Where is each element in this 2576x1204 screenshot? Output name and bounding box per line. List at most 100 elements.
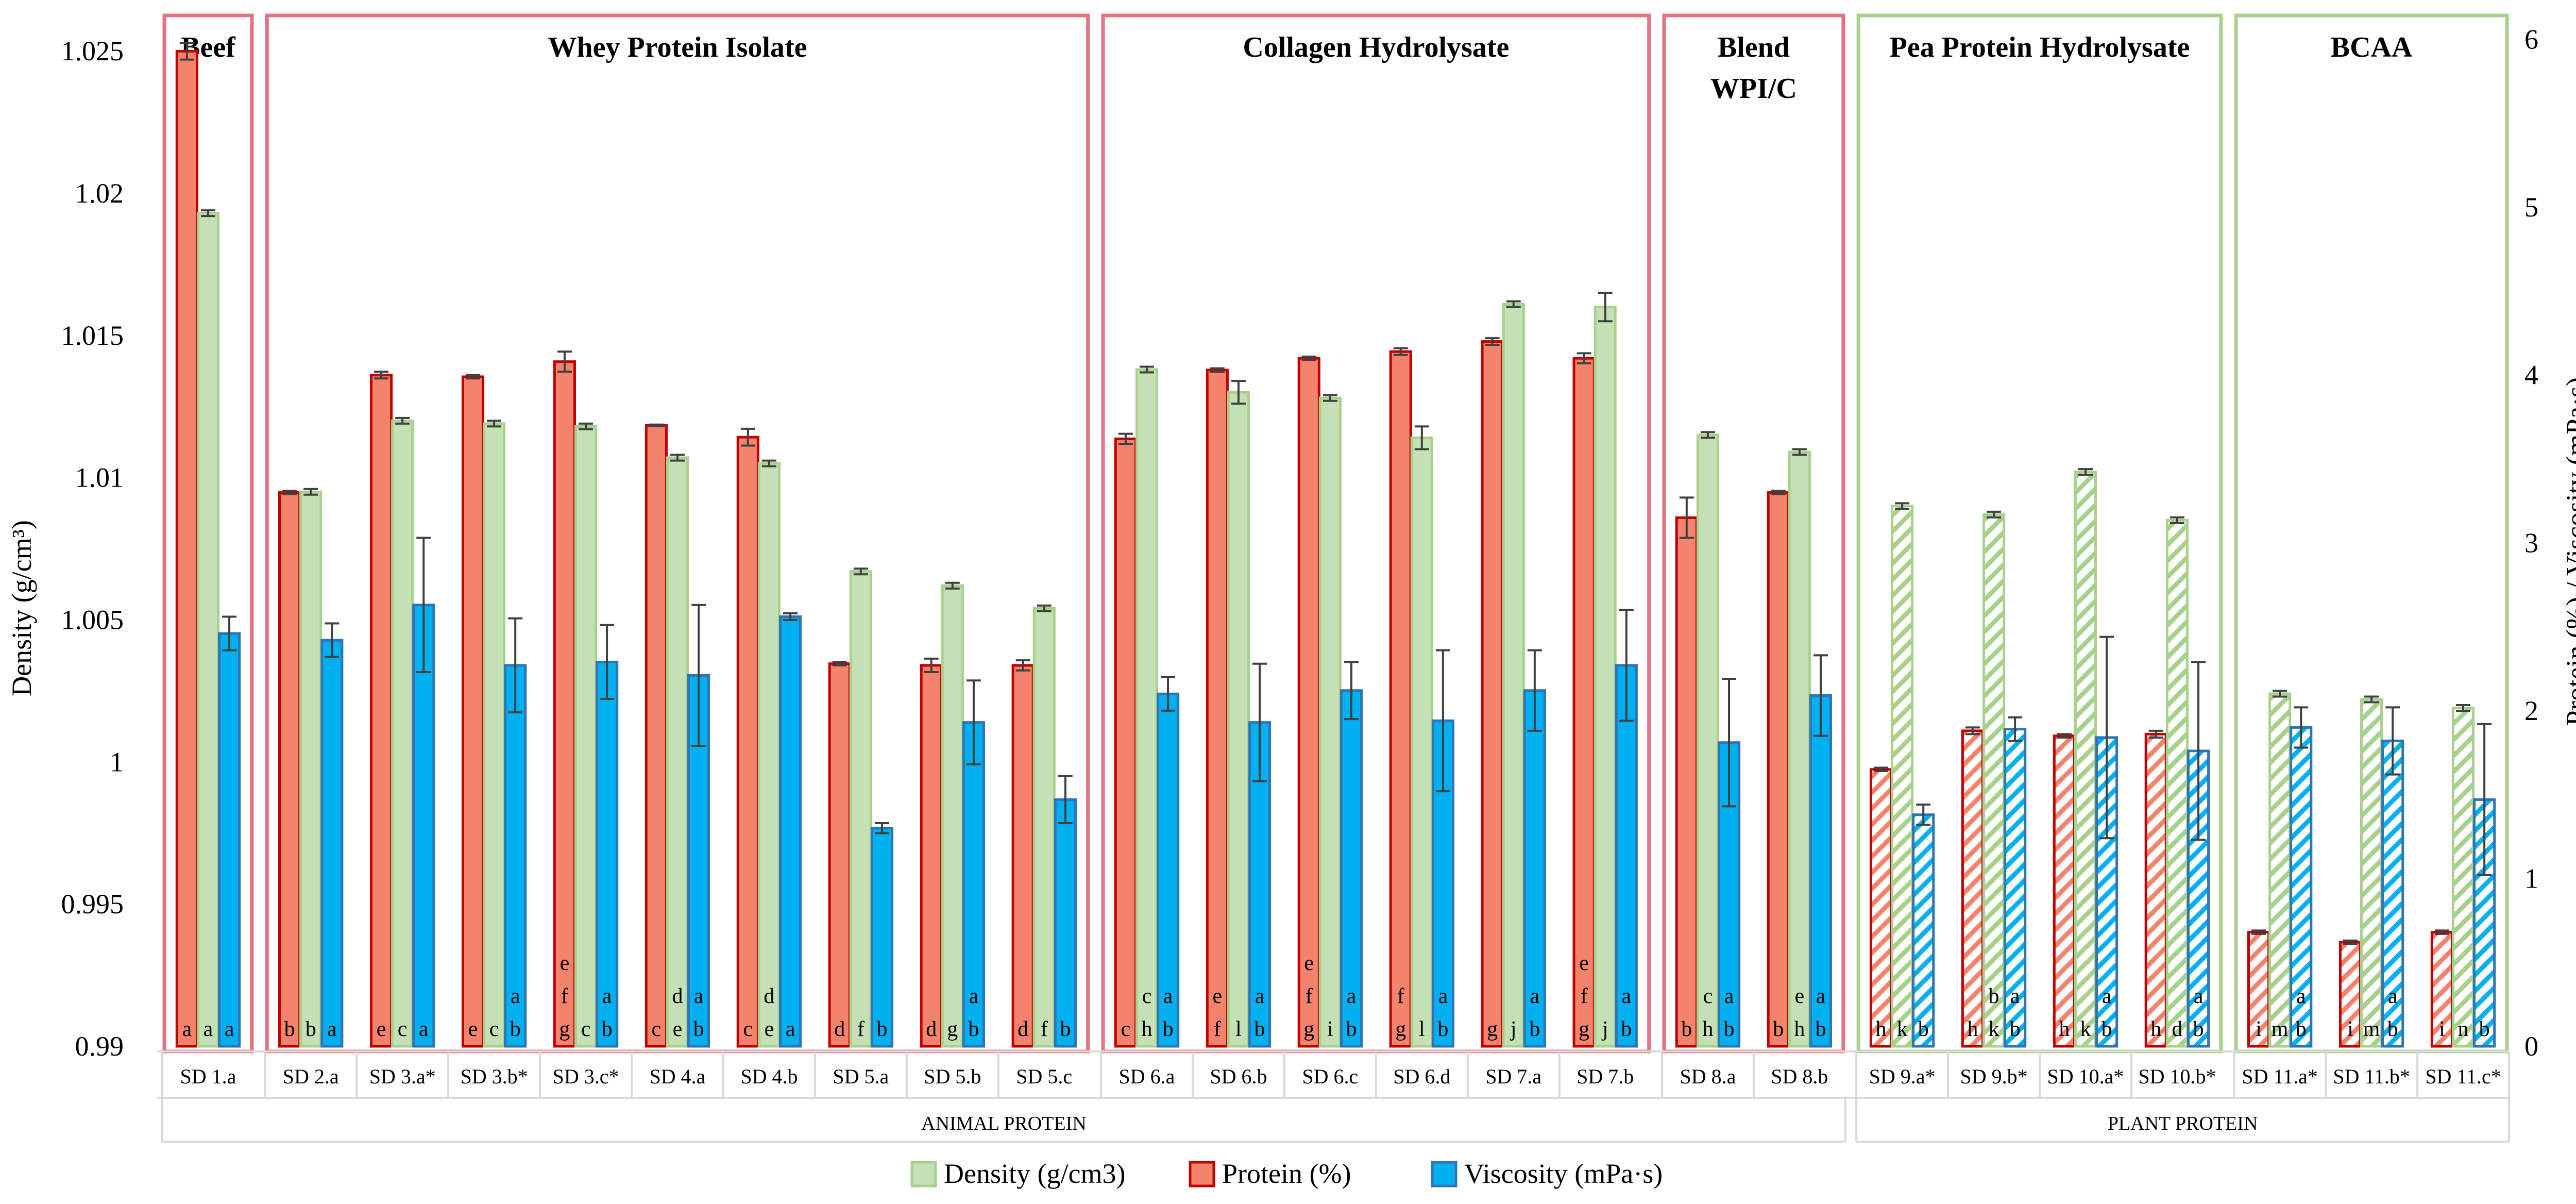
- right-tick-label: 3: [2524, 527, 2538, 558]
- protein-significance-letter: c: [1121, 1017, 1131, 1041]
- x-tick-label: SD 7.a: [1485, 1065, 1541, 1088]
- viscosity-bar: [1912, 813, 1935, 1048]
- density-significance-letter: c: [489, 1017, 499, 1041]
- protein-significance-letter: f: [1397, 984, 1404, 1008]
- left-axis: 0.99 0.995 1 1.005 1.01 1.015 1.02 1.025: [61, 36, 124, 1062]
- protein-bar: [1869, 768, 1893, 1048]
- viscosity-significance-letter: b: [1437, 1017, 1448, 1041]
- viscosity-bar: [2004, 728, 2027, 1048]
- protein-bar: [1011, 664, 1035, 1048]
- protein-significance-letter: g: [559, 1017, 570, 1041]
- group-title: Pea Protein Hydrolysate: [1890, 31, 2190, 63]
- protein-bar: [1206, 369, 1229, 1048]
- protein-significance-letter: h: [2150, 1017, 2161, 1041]
- density-bar: [1788, 450, 1811, 1048]
- density-significance-letter: h: [1702, 1017, 1713, 1041]
- legend-swatch-protein: [1189, 1161, 1215, 1188]
- right-axis-title: Protein (%) / Viscosity (mPa·s): [2561, 377, 2576, 726]
- protein-significance-letter: f: [1581, 984, 1588, 1008]
- density-significance-letter: a: [204, 1017, 213, 1041]
- protein-significance-letter: c: [743, 1017, 753, 1041]
- x-tick-label: SD 9.b*: [1960, 1065, 2027, 1088]
- viscosity-significance-letter: a: [1438, 984, 1448, 1008]
- viscosity-significance-letter: b: [1163, 1017, 1174, 1041]
- density-significance-letter: d: [672, 984, 683, 1008]
- protein-significance-letter: d: [1018, 1017, 1028, 1041]
- density-significance-letter: d: [764, 984, 774, 1008]
- density-significance-letter: e: [765, 1017, 774, 1041]
- protein-bar: [645, 424, 668, 1048]
- density-bar: [196, 212, 220, 1048]
- x-tick-label: SD 5.b: [924, 1065, 981, 1088]
- viscosity-significance-letter: b: [1918, 1017, 1929, 1041]
- density-significance-letter: m: [2363, 1017, 2380, 1041]
- x-tick-label: SD 6.d: [1393, 1065, 1450, 1088]
- viscosity-significance-letter: a: [1530, 984, 1540, 1008]
- protein-significance-letter: g: [1579, 1017, 1589, 1041]
- footer-category-label: ANIMAL PROTEIN: [921, 1113, 1087, 1134]
- viscosity-significance-letter: b: [2193, 1017, 2204, 1041]
- right-tick-label: 2: [2524, 695, 2538, 726]
- density-significance-letter: j: [1601, 1017, 1608, 1041]
- protein-bar: [1114, 437, 1137, 1048]
- protein-significance-letter: g: [1303, 1017, 1314, 1041]
- x-tick-label: SD 10.a*: [2047, 1065, 2124, 1088]
- density-significance-letter: d: [2172, 1017, 2182, 1041]
- viscosity-bar: [870, 827, 894, 1048]
- protein-bar: [2053, 734, 2076, 1048]
- density-significance-letter: f: [1041, 1017, 1048, 1041]
- protein-bar: [1961, 729, 1984, 1048]
- left-tick-label: 1.01: [75, 462, 124, 493]
- protein-bar: [2144, 732, 2167, 1048]
- viscosity-significance-letter: b: [1724, 1017, 1735, 1041]
- x-tick-label: SD 7.b: [1577, 1065, 1634, 1088]
- viscosity-significance-letter: b: [2479, 1017, 2490, 1041]
- protein-bar: [736, 436, 759, 1048]
- viscosity-significance-letter: a: [694, 984, 704, 1008]
- density-significance-letter: n: [2458, 1017, 2469, 1041]
- protein-significance-letter: g: [1487, 1017, 1498, 1041]
- protein-bar: [1297, 357, 1320, 1048]
- viscosity-bar: [1523, 689, 1546, 1048]
- x-tick-label: SD 1.a: [180, 1065, 236, 1088]
- legend-label-protein: Protein (%): [1222, 1158, 1351, 1189]
- viscosity-significance-letter: a: [225, 1017, 234, 1041]
- viscosity-significance-letter: b: [2010, 1017, 2021, 1041]
- x-tick-label: SD 6.a: [1119, 1065, 1175, 1088]
- viscosity-significance-letter: b: [876, 1017, 887, 1041]
- group-title: Blend: [1718, 31, 1790, 63]
- density-bar: [849, 570, 872, 1048]
- protein-significance-letter: f: [1214, 1017, 1221, 1041]
- protein-bar: [553, 360, 576, 1048]
- x-tick-label: SD 11.a*: [2242, 1065, 2317, 1088]
- protein-significance-letter: g: [1395, 1017, 1406, 1041]
- group-boxes: Beef Whey Protein Isolate Collagen Hydroly…: [162, 13, 2509, 1054]
- density-significance-letter: k: [1897, 1017, 1908, 1041]
- density-bar: [574, 425, 598, 1048]
- group-title: BCAA: [2331, 31, 2413, 63]
- density-bar: [2360, 698, 2383, 1048]
- x-tick-label: SD 3.a*: [369, 1065, 436, 1088]
- legend-swatch-viscosity: [1431, 1161, 1458, 1188]
- protein-significance-letter: h: [1875, 1017, 1886, 1041]
- viscosity-significance-letter: b: [510, 1017, 521, 1041]
- right-tick-label: 4: [2524, 360, 2538, 391]
- viscosity-bar: [218, 632, 241, 1048]
- viscosity-significance-letter: b: [1346, 1017, 1357, 1041]
- viscosity-significance-letter: b: [1060, 1017, 1071, 1041]
- left-tick-label: 0.99: [75, 1031, 124, 1062]
- protein-significance-letter: e: [377, 1017, 386, 1041]
- viscosity-significance-letter: b: [968, 1017, 979, 1041]
- density-bar: [941, 584, 964, 1048]
- protein-bar: [828, 662, 851, 1048]
- protein-bar: [1767, 491, 1790, 1048]
- protein-significance-letter: i: [2439, 1017, 2445, 1041]
- density-significance-letter: b: [306, 1017, 316, 1041]
- viscosity-bar: [1809, 694, 1833, 1048]
- viscosity-bar: [1248, 721, 1272, 1048]
- density-bar: [391, 419, 414, 1048]
- legend-swatch-density: [910, 1161, 937, 1188]
- group-title: WPI/C: [1710, 73, 1797, 105]
- density-bar: [2165, 519, 2189, 1048]
- x-tick-label: SD 3.b*: [461, 1065, 528, 1088]
